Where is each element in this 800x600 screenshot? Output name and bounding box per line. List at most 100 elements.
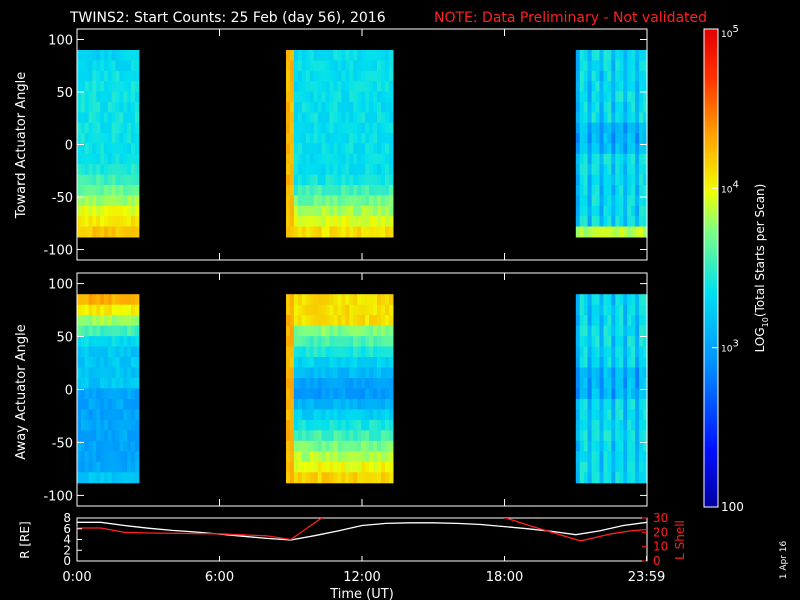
heat-cell [388,133,394,145]
heat-cell [305,133,311,145]
heat-cell [361,294,366,306]
heat-cell [623,367,628,379]
heat-cell [607,133,612,145]
heat-cell [321,164,327,176]
heat-cell [96,440,101,452]
heat-cell [131,315,136,327]
heat-cell [627,304,632,316]
heat-cell [123,60,128,72]
heat-cell [317,185,323,196]
heat-cell [587,336,593,348]
heat-cell [635,91,640,103]
heat-cell [127,101,132,113]
heat-cell [377,472,382,484]
heat-cell [325,304,331,316]
heat-cell [357,461,362,473]
heat-cell [377,122,382,134]
heat-cell [92,91,97,103]
heat-cell [623,153,628,165]
heat-cell [290,122,295,134]
heat-cell [290,398,295,410]
heat-cell [309,378,315,390]
heat-cell [623,216,628,228]
heat-cell [286,226,291,238]
heat-cell [631,294,636,306]
heat-cell [313,101,319,113]
heat-cell [92,451,97,463]
heat-cell [587,112,593,124]
heat-cell [325,440,331,452]
heat-cell [619,430,624,442]
heat-cell [643,50,648,61]
heat-cell [583,346,589,358]
heat-cell [595,367,601,379]
heat-cell [349,226,354,238]
heat-cell [381,112,386,124]
heat-cell [361,60,366,72]
heat-cell [297,325,303,337]
heat-cell [100,357,105,369]
heat-cell [84,226,90,238]
heat-cell [286,81,291,93]
heat-cell [96,346,101,358]
heat-cell [123,91,128,103]
heat-cell [635,451,640,463]
heat-cell [333,164,339,176]
heat-cell [107,164,113,176]
heat-cell [369,378,374,390]
heat-cell [80,174,86,186]
heat-cell [595,388,601,400]
heat-cell [325,164,331,176]
heat-cell [127,205,132,217]
heat-cell [583,91,589,103]
heat-cell [385,440,390,452]
heat-cell [337,112,343,124]
heat-cell [607,430,612,442]
heat-cell [353,164,358,176]
heat-cell [92,216,97,228]
heat-cell [381,143,386,155]
heat-cell [88,398,94,410]
heat-cell [377,143,382,155]
heat-cell [293,325,299,337]
heat-cell [301,419,307,431]
heat-cell [119,409,124,421]
heat-cell [615,216,620,228]
heat-cell [611,472,616,484]
heat-cell [305,174,311,186]
heat-cell [325,419,331,431]
heat-cell [134,205,140,217]
heat-cell [587,185,593,196]
heat-cell [325,50,331,61]
heat-cell [92,195,97,207]
heat-cell [591,133,597,145]
heat-cell [104,430,109,442]
heat-cell [575,91,581,103]
heat-cell [388,91,394,103]
heat-cell [575,304,581,316]
heat-cell [115,367,121,379]
heat-cell [337,205,343,217]
heat-cell [293,70,299,82]
heat-cell [119,325,124,337]
heat-cell [388,122,394,134]
heat-cell [104,294,109,306]
heat-cell [290,153,295,165]
heat-cell [305,430,311,442]
heat-cell [575,430,581,442]
heat-cell [345,81,350,93]
heat-cell [127,357,132,369]
heat-cell [365,472,370,484]
heat-cell [361,122,366,134]
heat-cell [643,336,648,348]
heat-cell [611,440,616,452]
heat-cell [575,461,581,473]
heat-cell [134,419,140,431]
heat-cell [607,440,612,452]
heat-cell [317,226,323,238]
heat-cell [603,195,609,207]
colorbar-tick-label: 100 [721,500,744,514]
heat-cell [627,122,632,134]
heat-cell [377,430,382,442]
heat-cell [329,91,335,103]
